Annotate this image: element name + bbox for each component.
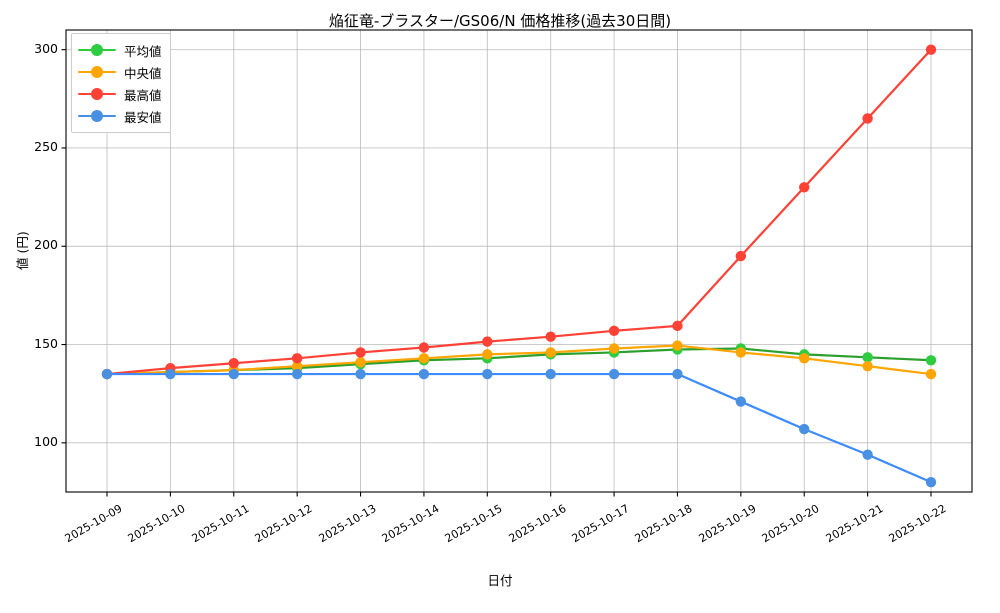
y-tick-label: 300 [34,40,58,56]
legend-item: 平均値 [78,39,162,61]
chart-title: 焔征竜-ブラスター/GS06/N 価格推移(過去30日間) [328,12,672,30]
legend-label: 最高値 [124,87,162,103]
chart-figure: 焔征竜-ブラスター/GS06/N 価格推移(過去30日間) 値 (円) 日付 1… [15,12,973,588]
x-axis-label: 日付 [487,573,513,588]
legend-item: 最安値 [78,105,162,127]
legend-item: 最高値 [78,83,162,105]
legend-item: 中央値 [78,61,162,83]
y-tick-label: 200 [34,237,58,253]
legend-line-marker-icon [78,65,116,79]
y-tick-label: 100 [34,433,58,449]
y-tick-label: 150 [34,335,58,351]
legend-label: 最安値 [124,109,162,125]
chart-legend: 平均値中央値最高値最安値 [71,33,171,133]
series-最安値 [101,368,937,488]
legend-label: 中央値 [124,65,162,81]
legend-line-marker-icon [78,43,116,57]
y-tick-label: 250 [34,138,58,154]
legend-label: 平均値 [124,43,162,59]
legend-line-marker-icon [78,87,116,101]
legend-line-marker-icon [78,109,116,123]
plot-area [61,29,973,497]
